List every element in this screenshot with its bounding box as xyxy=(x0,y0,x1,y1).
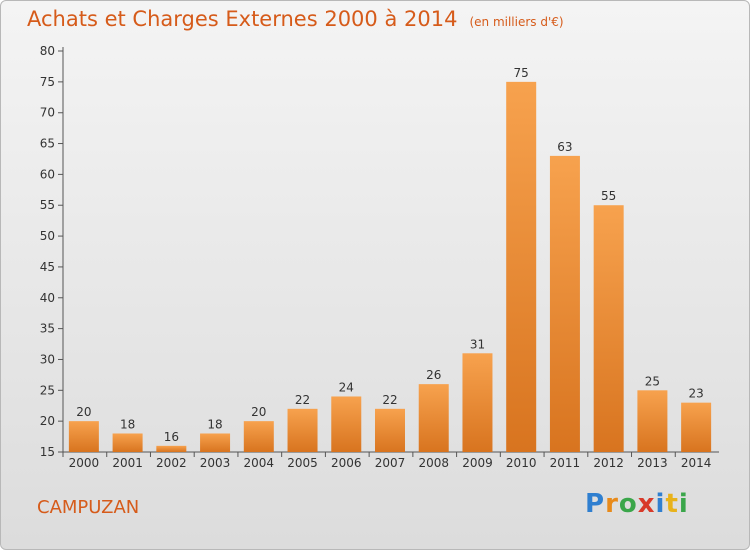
data-label: 20 xyxy=(251,405,266,419)
y-tick-label: 40 xyxy=(40,291,55,305)
x-tick-label: 2005 xyxy=(287,456,318,470)
data-label: 18 xyxy=(207,417,222,431)
y-tick-label: 20 xyxy=(40,414,55,428)
bar xyxy=(200,433,231,452)
y-tick-label: 65 xyxy=(40,137,55,151)
y-tick-label: 55 xyxy=(40,198,55,212)
data-label: 25 xyxy=(645,374,660,388)
y-tick-label: 30 xyxy=(40,352,55,366)
bar xyxy=(331,396,362,452)
bar xyxy=(375,408,405,452)
logo-letter: P xyxy=(585,489,606,519)
data-label: 26 xyxy=(426,368,441,382)
data-label: 18 xyxy=(120,417,135,431)
y-tick-label: 45 xyxy=(40,260,55,274)
logo-letter: x xyxy=(637,489,656,519)
bar xyxy=(681,402,712,452)
x-tick-label: 2003 xyxy=(200,456,231,470)
x-tick-label: 2001 xyxy=(112,456,143,470)
x-tick-label: 2013 xyxy=(637,456,668,470)
x-tick-label: 2008 xyxy=(418,456,449,470)
chart-subtitle: (en milliers d'€) xyxy=(469,15,564,29)
logo-letter: i xyxy=(655,489,666,519)
bar xyxy=(506,81,537,452)
data-label: 24 xyxy=(339,380,354,394)
bar xyxy=(549,155,580,452)
bar xyxy=(287,408,318,452)
chart-axes: 15 20 25 30 35 40 45 50 55 60 65 70 75 80 xyxy=(40,44,719,459)
y-tick-label: 50 xyxy=(40,229,55,243)
data-label: 20 xyxy=(76,405,91,419)
chart-bars xyxy=(68,81,712,452)
x-tick-label: 2006 xyxy=(331,456,362,470)
bar xyxy=(462,353,493,452)
data-label: 31 xyxy=(470,337,485,351)
y-tick-label: 35 xyxy=(40,322,55,336)
bar xyxy=(68,421,99,452)
y-tick-label: 15 xyxy=(40,445,55,459)
x-tick-label: 2000 xyxy=(69,456,100,470)
data-label: 63 xyxy=(557,140,572,154)
x-tick-label: 2014 xyxy=(681,456,712,470)
logo-letter: t xyxy=(665,489,679,519)
x-tick-label: 2002 xyxy=(156,456,187,470)
logo-letter: r xyxy=(605,489,619,519)
x-tick-label: 2009 xyxy=(462,456,493,470)
data-label: 23 xyxy=(688,387,703,401)
x-tick-label: 2010 xyxy=(506,456,537,470)
data-label: 16 xyxy=(164,430,179,444)
bar xyxy=(637,390,668,452)
data-label: 75 xyxy=(514,66,529,80)
bar xyxy=(112,433,143,452)
data-label: 22 xyxy=(382,393,397,407)
y-tick-label: 75 xyxy=(40,75,55,89)
x-tick-label: 2011 xyxy=(550,456,581,470)
bar xyxy=(593,205,624,452)
x-tick-label: 2007 xyxy=(375,456,406,470)
y-tick-label: 60 xyxy=(40,167,55,181)
y-tick-label: 70 xyxy=(40,106,55,120)
data-label: 22 xyxy=(295,393,310,407)
proxiti-logo: Proxiti xyxy=(585,489,689,519)
y-tick-label: 25 xyxy=(40,383,55,397)
chart-title: Achats et Charges Externes 2000 à 2014 (e… xyxy=(27,7,564,31)
bar xyxy=(418,384,449,452)
y-tick-label: 80 xyxy=(40,44,55,58)
bar xyxy=(156,445,187,452)
bar xyxy=(243,421,274,452)
chart-labels: 20 2000 18 2001 16 2002 18 2003 20 2004 22 2005 24 20… xyxy=(69,66,712,470)
logo-letter: i xyxy=(678,489,689,519)
x-tick-label: 2004 xyxy=(244,456,275,470)
chart-title-text: Achats et Charges Externes 2000 à 2014 xyxy=(27,7,458,31)
x-tick-label: 2012 xyxy=(593,456,624,470)
logo-letter: o xyxy=(618,489,638,519)
data-label: 55 xyxy=(601,189,616,203)
commune-name: CAMPUZAN xyxy=(37,497,140,518)
